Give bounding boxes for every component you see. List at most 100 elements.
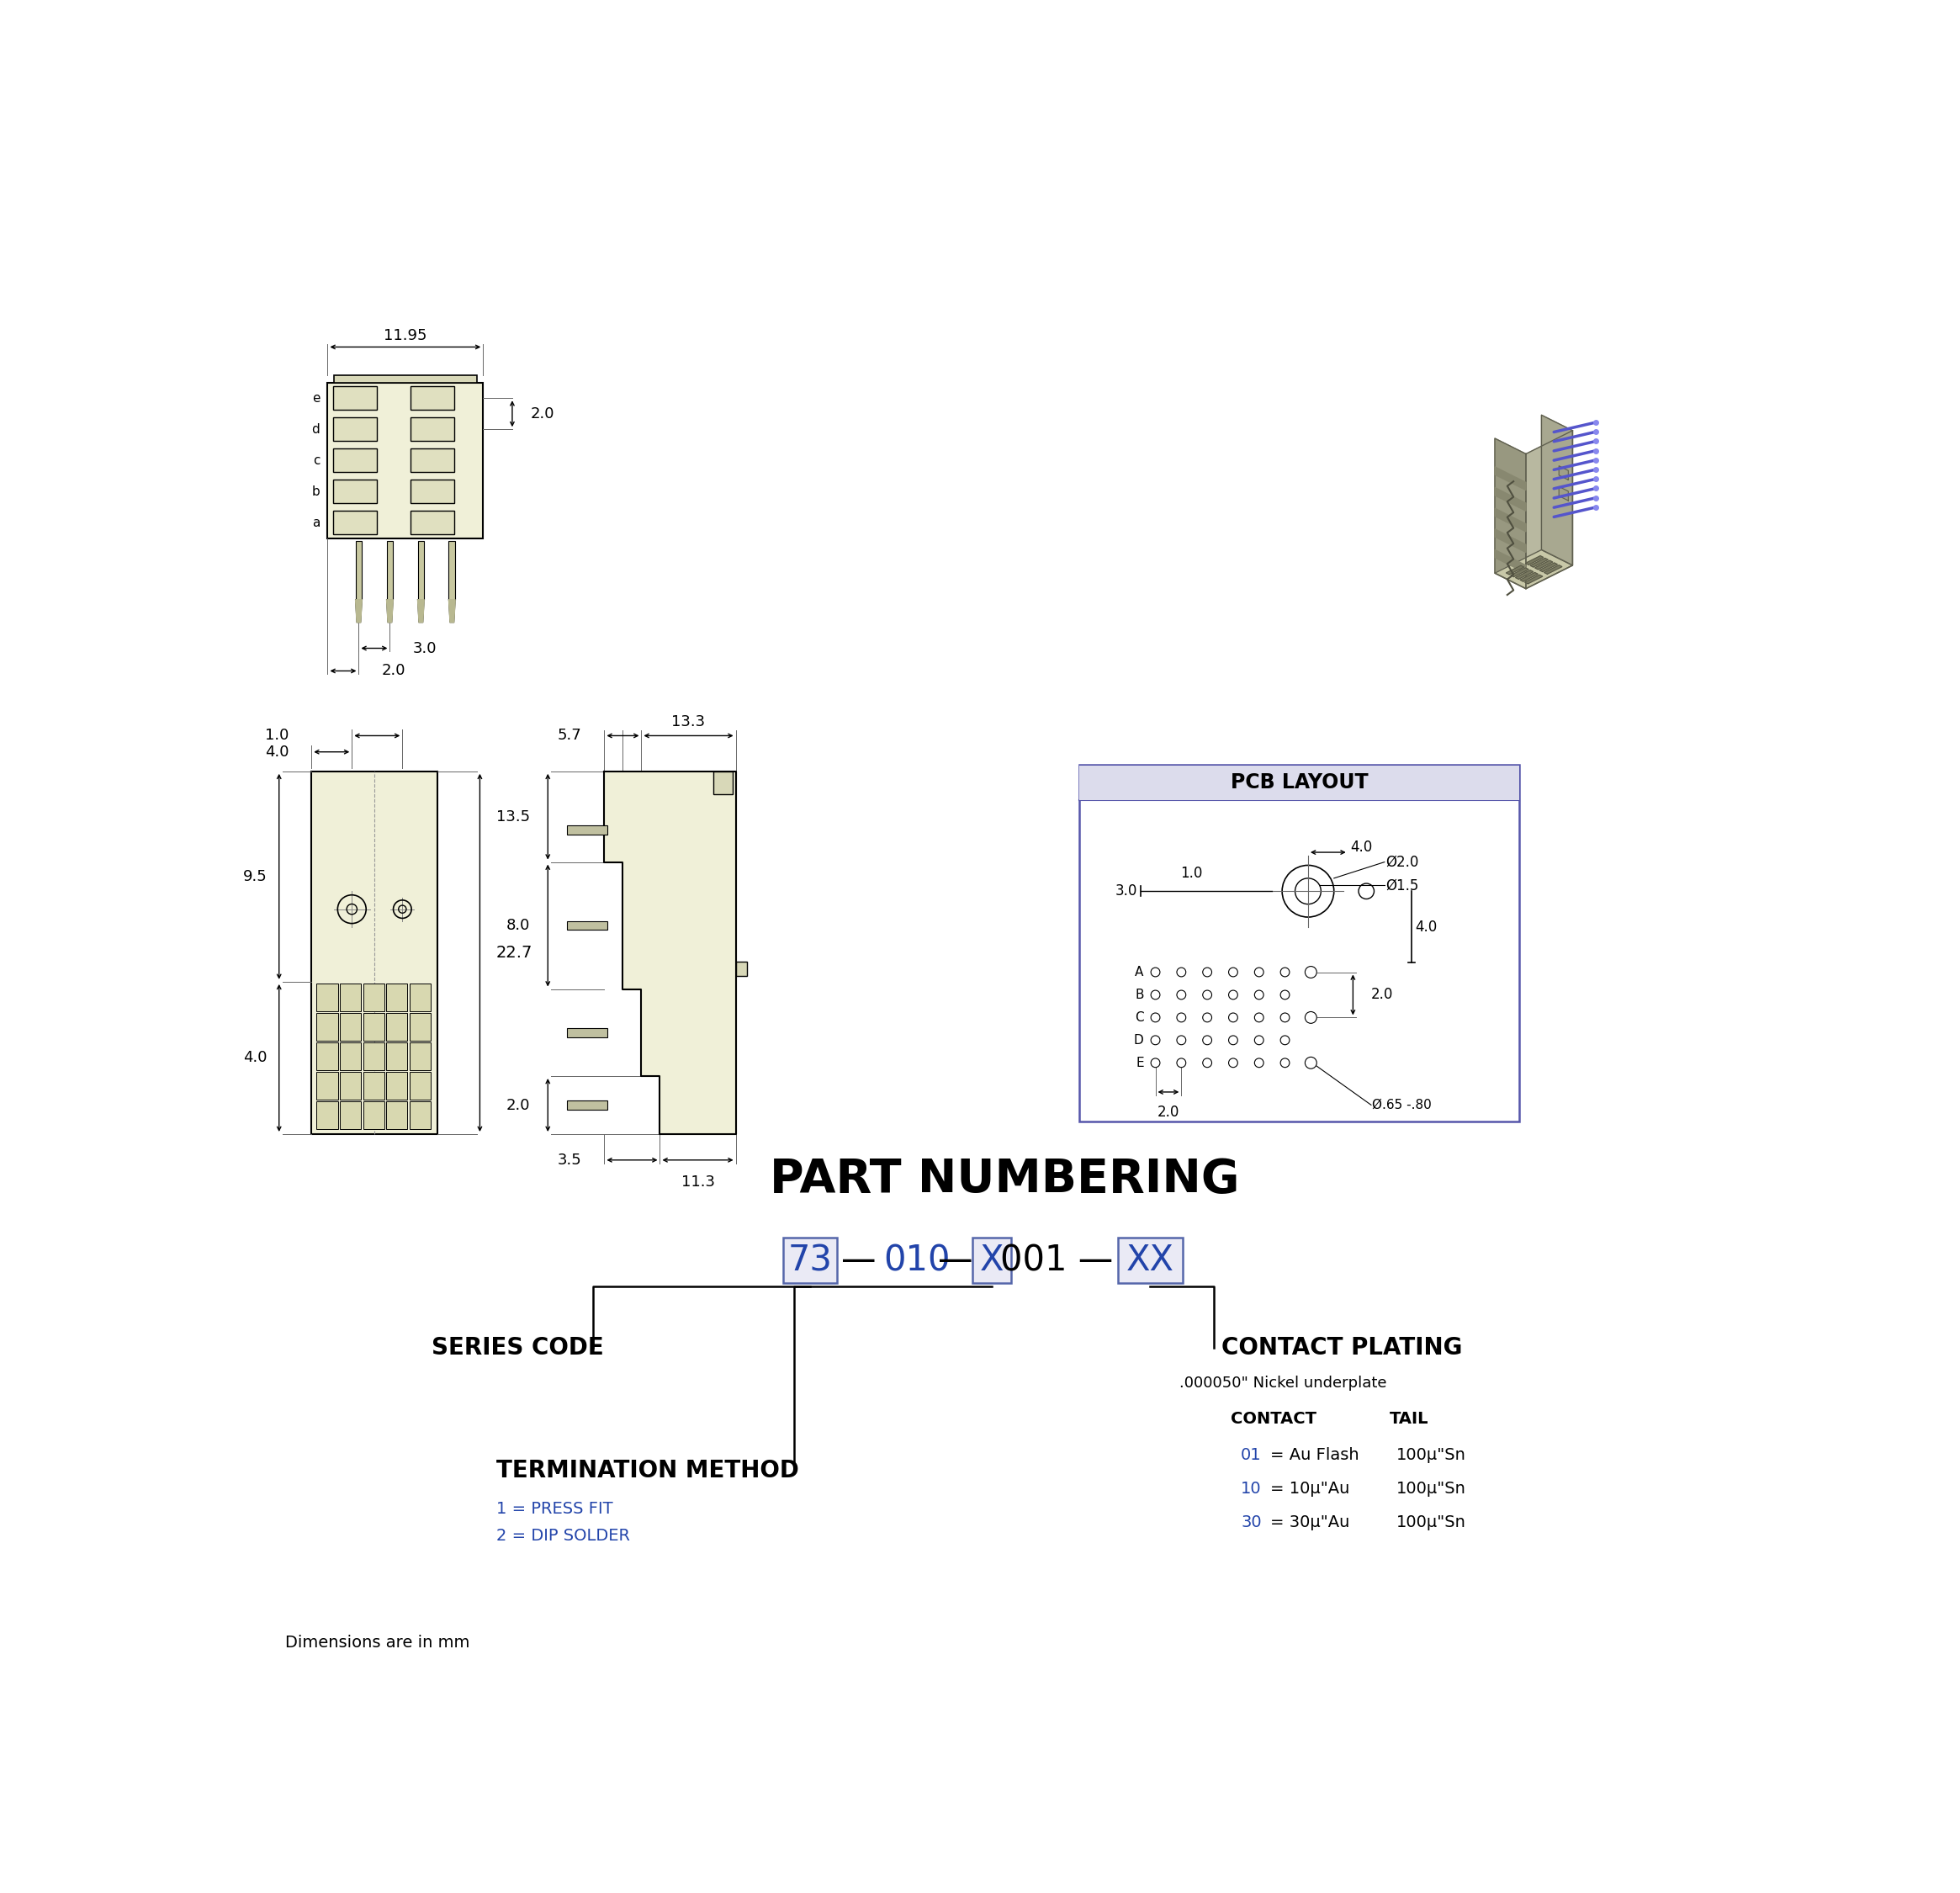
Text: TERMINATION METHOD: TERMINATION METHOD [496,1460,800,1482]
Text: 1.0: 1.0 [1180,865,1201,880]
Text: 2.0: 2.0 [382,663,406,678]
Circle shape [1229,1013,1237,1022]
Circle shape [1229,1035,1237,1045]
Text: 001 —: 001 — [1000,1244,1113,1278]
Circle shape [1151,1035,1160,1045]
Circle shape [1254,1035,1264,1045]
Bar [339,1102,361,1128]
Circle shape [1229,967,1237,977]
Bar [318,1013,337,1041]
Bar [410,1102,431,1128]
Bar [312,770,437,1134]
Polygon shape [449,600,455,623]
Text: 22.7: 22.7 [496,945,533,962]
Text: 2 = DIP SOLDER: 2 = DIP SOLDER [496,1528,629,1545]
Bar [363,1013,384,1041]
Polygon shape [1495,528,1527,553]
Text: 4.0: 4.0 [243,1051,267,1066]
Circle shape [1203,1058,1211,1068]
Bar [1080,765,1519,801]
Text: C: C [1135,1011,1145,1024]
Text: 11.95: 11.95 [384,327,427,343]
Bar [333,386,376,411]
Text: B: B [1135,988,1145,1001]
Circle shape [1176,1013,1186,1022]
Text: 4.0: 4.0 [265,744,288,759]
Bar [782,1238,837,1283]
Bar [333,375,476,382]
Polygon shape [1495,488,1527,511]
Bar [410,511,455,534]
Circle shape [1254,1058,1264,1068]
Circle shape [1203,1035,1211,1045]
Text: 11.3: 11.3 [680,1174,715,1189]
Circle shape [1176,967,1186,977]
Bar [339,1013,361,1041]
Circle shape [1176,1058,1186,1068]
Circle shape [1254,1013,1264,1022]
Text: 100μ"Sn: 100μ"Sn [1396,1514,1466,1530]
Text: 9.5: 9.5 [243,869,267,884]
Bar [339,1071,361,1100]
Text: 2.0: 2.0 [506,1098,529,1113]
Bar [713,770,733,793]
Text: Ø1.5: Ø1.5 [1386,878,1419,893]
Circle shape [1254,967,1264,977]
Circle shape [1280,1013,1290,1022]
Text: 3.0: 3.0 [1115,884,1137,899]
Polygon shape [1558,487,1568,500]
Bar [410,1043,431,1070]
Circle shape [1280,990,1290,1000]
Text: 13.5: 13.5 [496,808,529,823]
Text: 73: 73 [788,1244,833,1278]
Text: d: d [312,422,319,435]
Bar [566,1028,608,1037]
Bar [386,984,408,1011]
Bar [386,1071,408,1100]
Bar [386,541,394,600]
Bar [735,962,747,977]
Text: Ø.65 -.80: Ø.65 -.80 [1372,1098,1433,1111]
Circle shape [1203,990,1211,1000]
Text: E: E [1135,1056,1145,1070]
Text: CONTACT: CONTACT [1231,1410,1317,1427]
Bar [333,511,376,534]
Circle shape [1280,1058,1290,1068]
Circle shape [1176,1035,1186,1045]
Circle shape [1203,967,1211,977]
Circle shape [1229,1058,1237,1068]
Text: 2.0: 2.0 [531,407,555,422]
Text: 2.0: 2.0 [1372,988,1394,1003]
Polygon shape [1515,570,1533,579]
Circle shape [1151,1058,1160,1068]
Text: 1 = PRESS FIT: 1 = PRESS FIT [496,1501,613,1516]
Bar [327,382,482,538]
Polygon shape [355,600,363,623]
Bar [417,541,423,600]
Text: 100μ"Sn: 100μ"Sn [1396,1446,1466,1463]
Text: TAIL: TAIL [1390,1410,1429,1427]
Polygon shape [604,770,735,1134]
Bar [333,418,376,441]
Text: PART NUMBERING: PART NUMBERING [770,1157,1239,1202]
Circle shape [1280,1035,1290,1045]
Polygon shape [1495,549,1572,589]
Bar [386,1013,408,1041]
Text: 10: 10 [1241,1480,1262,1497]
Polygon shape [1527,430,1572,589]
Bar [566,922,608,929]
Text: 30: 30 [1241,1514,1262,1530]
Text: 4.0: 4.0 [1350,840,1372,856]
Circle shape [1254,990,1264,1000]
Circle shape [1305,1011,1317,1024]
Bar [410,418,455,441]
Text: 13.3: 13.3 [672,714,706,729]
Polygon shape [1495,509,1527,532]
Text: 5.7: 5.7 [557,729,582,744]
Polygon shape [417,600,423,623]
Text: 01: 01 [1241,1446,1262,1463]
Circle shape [1305,1056,1317,1070]
Text: e: e [312,392,319,405]
Text: b: b [312,485,319,498]
Text: 3.5: 3.5 [557,1153,582,1168]
